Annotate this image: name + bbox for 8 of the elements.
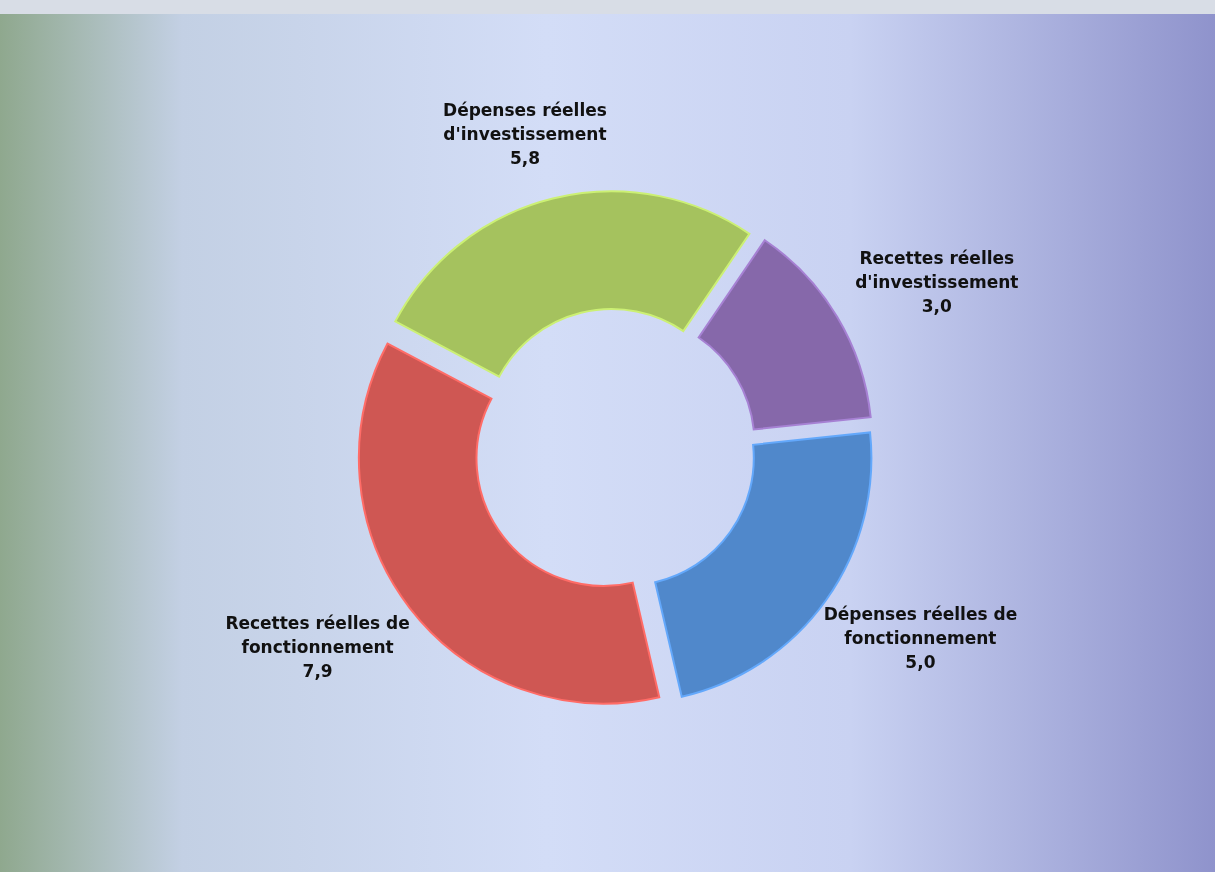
data-label: 3,0 xyxy=(921,296,953,317)
data-label: 7,9 xyxy=(302,660,333,681)
slice-label: Recettes réelles de fonctionnement xyxy=(225,612,410,657)
slice-label: Dépenses réelles d'investissement xyxy=(443,99,607,144)
slice-label: Dépenses réelles de fonctionnement xyxy=(823,603,1018,648)
data-label: 5,0 xyxy=(905,651,936,672)
slice-label: Recettes réelles d'investissement xyxy=(855,248,1019,293)
data-label: 5,8 xyxy=(509,147,541,168)
